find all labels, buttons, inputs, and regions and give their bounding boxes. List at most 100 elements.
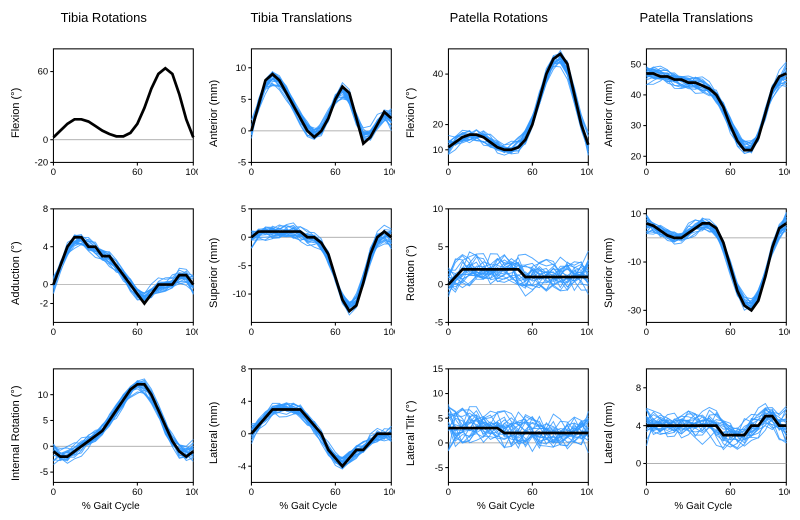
svg-text:4: 4 [240, 396, 245, 407]
svg-text:100: 100 [580, 487, 592, 498]
svg-text:10: 10 [235, 63, 246, 74]
chart-panel: Lateral (mm)060100048% Gait Cycle [603, 356, 791, 510]
plot: 0 60 100 20 30 40 50 [617, 36, 791, 190]
svg-text:5: 5 [240, 94, 245, 105]
svg-text:60: 60 [330, 327, 341, 338]
svg-text:100: 100 [580, 167, 592, 178]
chart-panel: Rotation (°)060100-50510 [405, 196, 593, 350]
y-axis-label: Anterior (mm) [208, 36, 222, 190]
svg-text:15: 15 [433, 364, 444, 375]
column-title: Tibia Translations [208, 10, 396, 30]
svg-text:0: 0 [446, 167, 451, 178]
svg-text:100: 100 [383, 487, 395, 498]
svg-text:0: 0 [248, 167, 253, 178]
svg-text:30: 30 [630, 121, 641, 132]
chart-grid: Tibia Rotations Tibia Translations Patella… [10, 10, 790, 510]
svg-text:100: 100 [383, 327, 395, 338]
svg-text:40: 40 [433, 69, 444, 80]
plot: 060100-10-505 [222, 196, 396, 350]
plot: 060100-2048 [24, 196, 198, 350]
svg-text:5: 5 [43, 416, 48, 427]
chart-panel: Superior (mm)060100-30-1010 [603, 196, 791, 350]
svg-text:100: 100 [185, 167, 197, 178]
svg-text:0: 0 [43, 135, 48, 146]
plot: 060100-30-1010 [617, 196, 791, 350]
x-axis-label: % Gait Cycle [674, 501, 732, 512]
svg-text:10: 10 [38, 390, 49, 401]
svg-text:0: 0 [446, 487, 451, 498]
chart-panel: Flexion (°)060100102040 [405, 36, 593, 190]
svg-text:-5: -5 [435, 318, 443, 329]
svg-text:0: 0 [643, 167, 648, 178]
svg-text:60: 60 [725, 327, 736, 338]
svg-text:50: 50 [630, 59, 641, 70]
plot: 060100048 [617, 356, 791, 510]
chart-panel: Anterior (mm) 0 60 100 20 30 40 50 [603, 36, 791, 190]
svg-text:10: 10 [433, 204, 444, 215]
svg-text:-10: -10 [627, 257, 641, 268]
chart-panel: Anterior (mm)060100-50510 [208, 36, 396, 190]
svg-text:0: 0 [248, 487, 253, 498]
svg-text:-20: -20 [35, 158, 49, 169]
column-title: Patella Translations [603, 10, 791, 30]
plot: 060100-20060 [24, 36, 198, 190]
y-axis-label: Superior (mm) [208, 196, 222, 350]
plot: 060100-4048 [222, 356, 396, 510]
svg-text:100: 100 [778, 167, 790, 178]
y-axis-label: Lateral Tilt (°) [405, 356, 419, 510]
svg-text:-10: -10 [232, 289, 246, 300]
svg-text:0: 0 [446, 327, 451, 338]
svg-text:60: 60 [132, 487, 143, 498]
svg-text:20: 20 [630, 151, 641, 162]
svg-text:20: 20 [433, 120, 444, 131]
y-axis-label: Anterior (mm) [603, 36, 617, 190]
svg-text:10: 10 [433, 389, 444, 400]
svg-text:0: 0 [248, 327, 253, 338]
y-axis-label: Rotation (°) [405, 196, 419, 350]
plot: 060100-50510 [419, 196, 593, 350]
svg-text:0: 0 [240, 429, 245, 440]
svg-text:100: 100 [383, 167, 395, 178]
chart-panel: Lateral Tilt (°)060100-5051015% Gait Cyc… [405, 356, 593, 510]
svg-text:60: 60 [527, 487, 538, 498]
svg-text:60: 60 [330, 167, 341, 178]
plot: 060100102040 [419, 36, 593, 190]
y-axis-label: Lateral (mm) [603, 356, 617, 510]
svg-text:0: 0 [643, 327, 648, 338]
svg-text:5: 5 [240, 204, 245, 215]
chart-panel: Superior (mm)060100-10-505 [208, 196, 396, 350]
svg-text:0: 0 [43, 441, 48, 452]
y-axis-label: Superior (mm) [603, 196, 617, 350]
chart-panel: Adduction (°)060100-2048 [10, 196, 198, 350]
svg-text:0: 0 [643, 487, 648, 498]
x-axis-label: % Gait Cycle [477, 501, 535, 512]
svg-text:60: 60 [330, 487, 341, 498]
svg-text:0: 0 [43, 280, 48, 291]
column-title: Tibia Rotations [10, 10, 198, 30]
svg-text:-30: -30 [627, 305, 641, 316]
svg-text:8: 8 [240, 364, 245, 375]
plot: 060100-50510 [24, 356, 198, 510]
svg-text:60: 60 [725, 167, 736, 178]
x-axis-label: % Gait Cycle [279, 501, 337, 512]
y-axis-label: Adduction (°) [10, 196, 24, 350]
svg-text:4: 4 [635, 421, 640, 432]
svg-text:0: 0 [240, 126, 245, 137]
svg-text:100: 100 [185, 327, 197, 338]
svg-text:100: 100 [580, 327, 592, 338]
y-axis-label: Lateral (mm) [208, 356, 222, 510]
svg-text:0: 0 [438, 438, 443, 449]
svg-text:-5: -5 [435, 463, 443, 474]
svg-text:40: 40 [630, 90, 641, 101]
svg-text:10: 10 [630, 209, 641, 220]
svg-text:0: 0 [51, 327, 56, 338]
svg-text:60: 60 [725, 487, 736, 498]
svg-text:10: 10 [433, 145, 444, 156]
svg-text:-5: -5 [40, 467, 48, 478]
y-axis-label: Internal Rotation (°) [10, 356, 24, 510]
svg-text:-5: -5 [237, 261, 245, 272]
y-axis-label: Flexion (°) [10, 36, 24, 190]
chart-panel: Lateral (mm)060100-4048% Gait Cycle [208, 356, 396, 510]
svg-text:100: 100 [185, 487, 197, 498]
plot: 060100-5051015 [419, 356, 593, 510]
